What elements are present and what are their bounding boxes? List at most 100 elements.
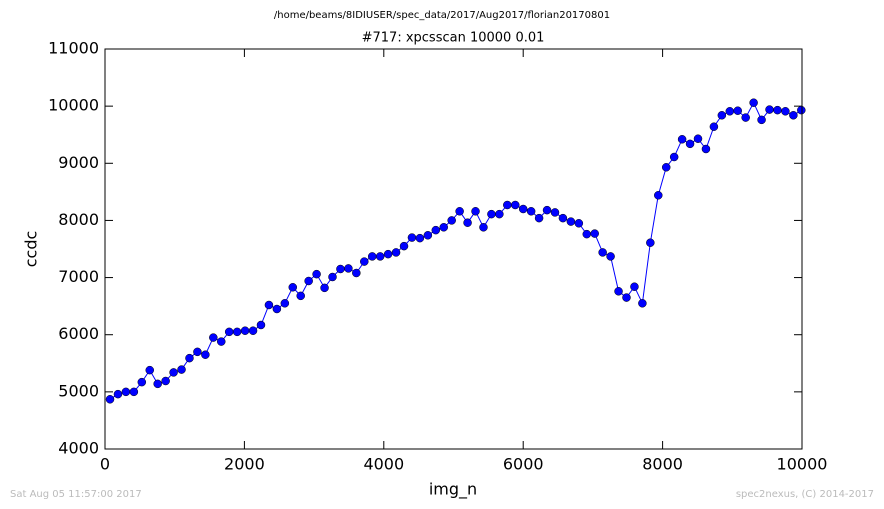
data-point [685, 139, 695, 149]
data-point [280, 299, 290, 308]
data-point [328, 272, 337, 282]
x-tick-label: 6000 [503, 455, 544, 474]
y-tick-label: 7000 [58, 267, 99, 286]
data-point [224, 327, 234, 337]
data-point [320, 283, 329, 293]
data-point [773, 105, 782, 115]
data-point [415, 233, 425, 243]
data-point [646, 238, 655, 247]
data-point [590, 229, 599, 238]
x-tick-label: 2000 [224, 455, 265, 474]
data-point [717, 111, 727, 120]
data-point [344, 264, 353, 273]
y-tick-label: 11000 [48, 39, 99, 58]
data-point [518, 204, 528, 214]
data-point [558, 213, 568, 223]
data-point [312, 269, 321, 279]
data-point [677, 135, 687, 144]
footer-right: spec2nexus, (C) 2014-2017 [736, 489, 874, 500]
data-point [423, 231, 433, 240]
data-point [431, 225, 441, 235]
data-point [574, 219, 584, 228]
data-point [471, 207, 480, 216]
data-point [304, 276, 313, 286]
data-point [145, 365, 154, 375]
data-point [391, 248, 401, 257]
data-point [367, 252, 377, 261]
data-point [630, 282, 639, 291]
data-point [693, 134, 703, 143]
data-point [352, 268, 361, 278]
chart-title: #717: xpcsscan 10000 0.01 [362, 31, 545, 46]
data-point [137, 377, 147, 387]
data-point [765, 105, 774, 114]
y-tick-label: 4000 [58, 439, 99, 458]
data-point [797, 105, 806, 115]
data-point [701, 144, 711, 154]
data-point [336, 264, 345, 274]
data-point [614, 287, 623, 296]
data-point [487, 209, 496, 219]
y-tick-label: 10000 [48, 96, 99, 115]
data-point [550, 208, 560, 217]
y-tick-label: 9000 [58, 153, 99, 172]
data-point [661, 163, 671, 172]
data-point [503, 200, 512, 210]
data-point [185, 353, 194, 363]
y-tick-label: 8000 [58, 210, 99, 229]
data-point [455, 207, 464, 216]
data-point [463, 218, 472, 227]
y-tick-label: 6000 [58, 324, 99, 343]
data-point [781, 107, 790, 116]
data-point [264, 300, 274, 310]
data-line [109, 101, 802, 400]
data-point [669, 152, 679, 162]
data-point [789, 111, 798, 120]
data-point [201, 350, 210, 359]
data-point [447, 216, 456, 225]
y-tick-label: 5000 [58, 381, 99, 400]
data-point [399, 241, 409, 251]
data-point [177, 365, 186, 374]
data-point [407, 233, 417, 242]
data-point [296, 291, 305, 301]
data-point [741, 113, 750, 122]
data-point [495, 209, 504, 219]
footer-left: Sat Aug 05 11:57:00 2017 [10, 489, 142, 500]
plot-frame [104, 48, 803, 450]
data-point [733, 106, 742, 115]
data-point [439, 223, 448, 232]
data-point [169, 368, 178, 377]
data-point [248, 326, 258, 335]
x-tick-label: 10000 [777, 455, 828, 474]
y-axis-label: ccdc [22, 231, 41, 268]
x-tick-label: 4000 [363, 455, 404, 474]
data-point [272, 304, 282, 314]
data-point [542, 205, 552, 215]
data-point [606, 252, 615, 261]
data-point [654, 191, 663, 200]
data-point [566, 217, 576, 226]
data-point [256, 320, 266, 330]
data-point [240, 326, 250, 335]
data-point [383, 249, 393, 259]
data-point [288, 283, 298, 292]
data-point [129, 387, 139, 397]
data-point [582, 229, 592, 239]
data-point [709, 122, 719, 131]
data-point [511, 200, 520, 210]
x-tick-label: 0 [100, 455, 110, 474]
data-point [153, 379, 162, 389]
data-point [209, 333, 218, 342]
data-point [638, 299, 647, 308]
data-point [217, 337, 226, 346]
data-point [479, 223, 488, 232]
x-axis-label: img_n [429, 480, 477, 500]
data-point [232, 327, 242, 337]
x-tick-label: 8000 [642, 455, 683, 474]
data-point [749, 98, 758, 107]
data-point [526, 207, 536, 216]
data-point [121, 387, 131, 397]
data-point [113, 389, 123, 399]
